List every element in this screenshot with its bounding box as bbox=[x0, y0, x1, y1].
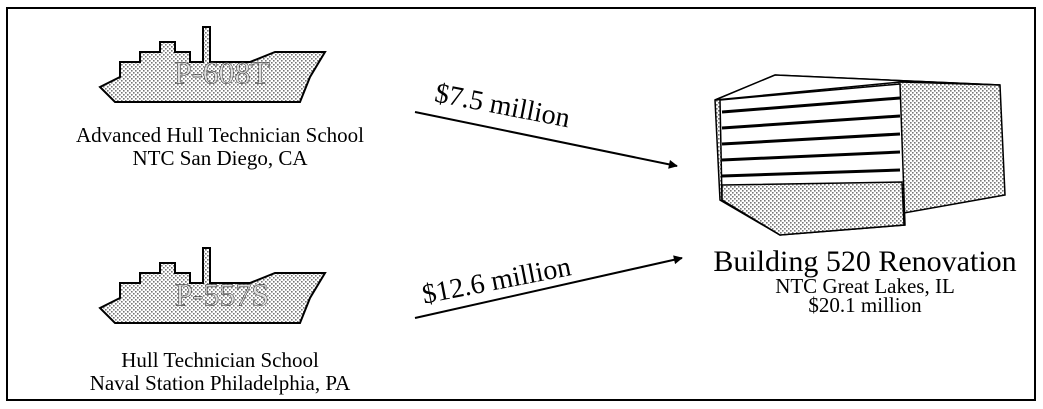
source-name: Advanced Hull Technician School bbox=[76, 123, 364, 147]
page: {"sources": [ {"code": "P-608T", "name":… bbox=[0, 0, 1043, 409]
source-location: Naval Station Philadelphia, PA bbox=[90, 371, 351, 395]
source-location: NTC San Diego, CA bbox=[133, 146, 309, 170]
destination-cost: $20.1 million bbox=[808, 293, 922, 317]
flow-label: $12.6 million bbox=[420, 251, 574, 310]
building-icon bbox=[715, 75, 1005, 235]
ship-code: P-608T bbox=[174, 54, 270, 90]
ship-code: P-557S bbox=[175, 276, 269, 312]
source-name: Hull Technician School bbox=[121, 348, 319, 372]
flow-label: $7.5 million bbox=[432, 78, 572, 135]
diagram: P-608T Advanced Hull Technician School N… bbox=[0, 0, 1043, 409]
